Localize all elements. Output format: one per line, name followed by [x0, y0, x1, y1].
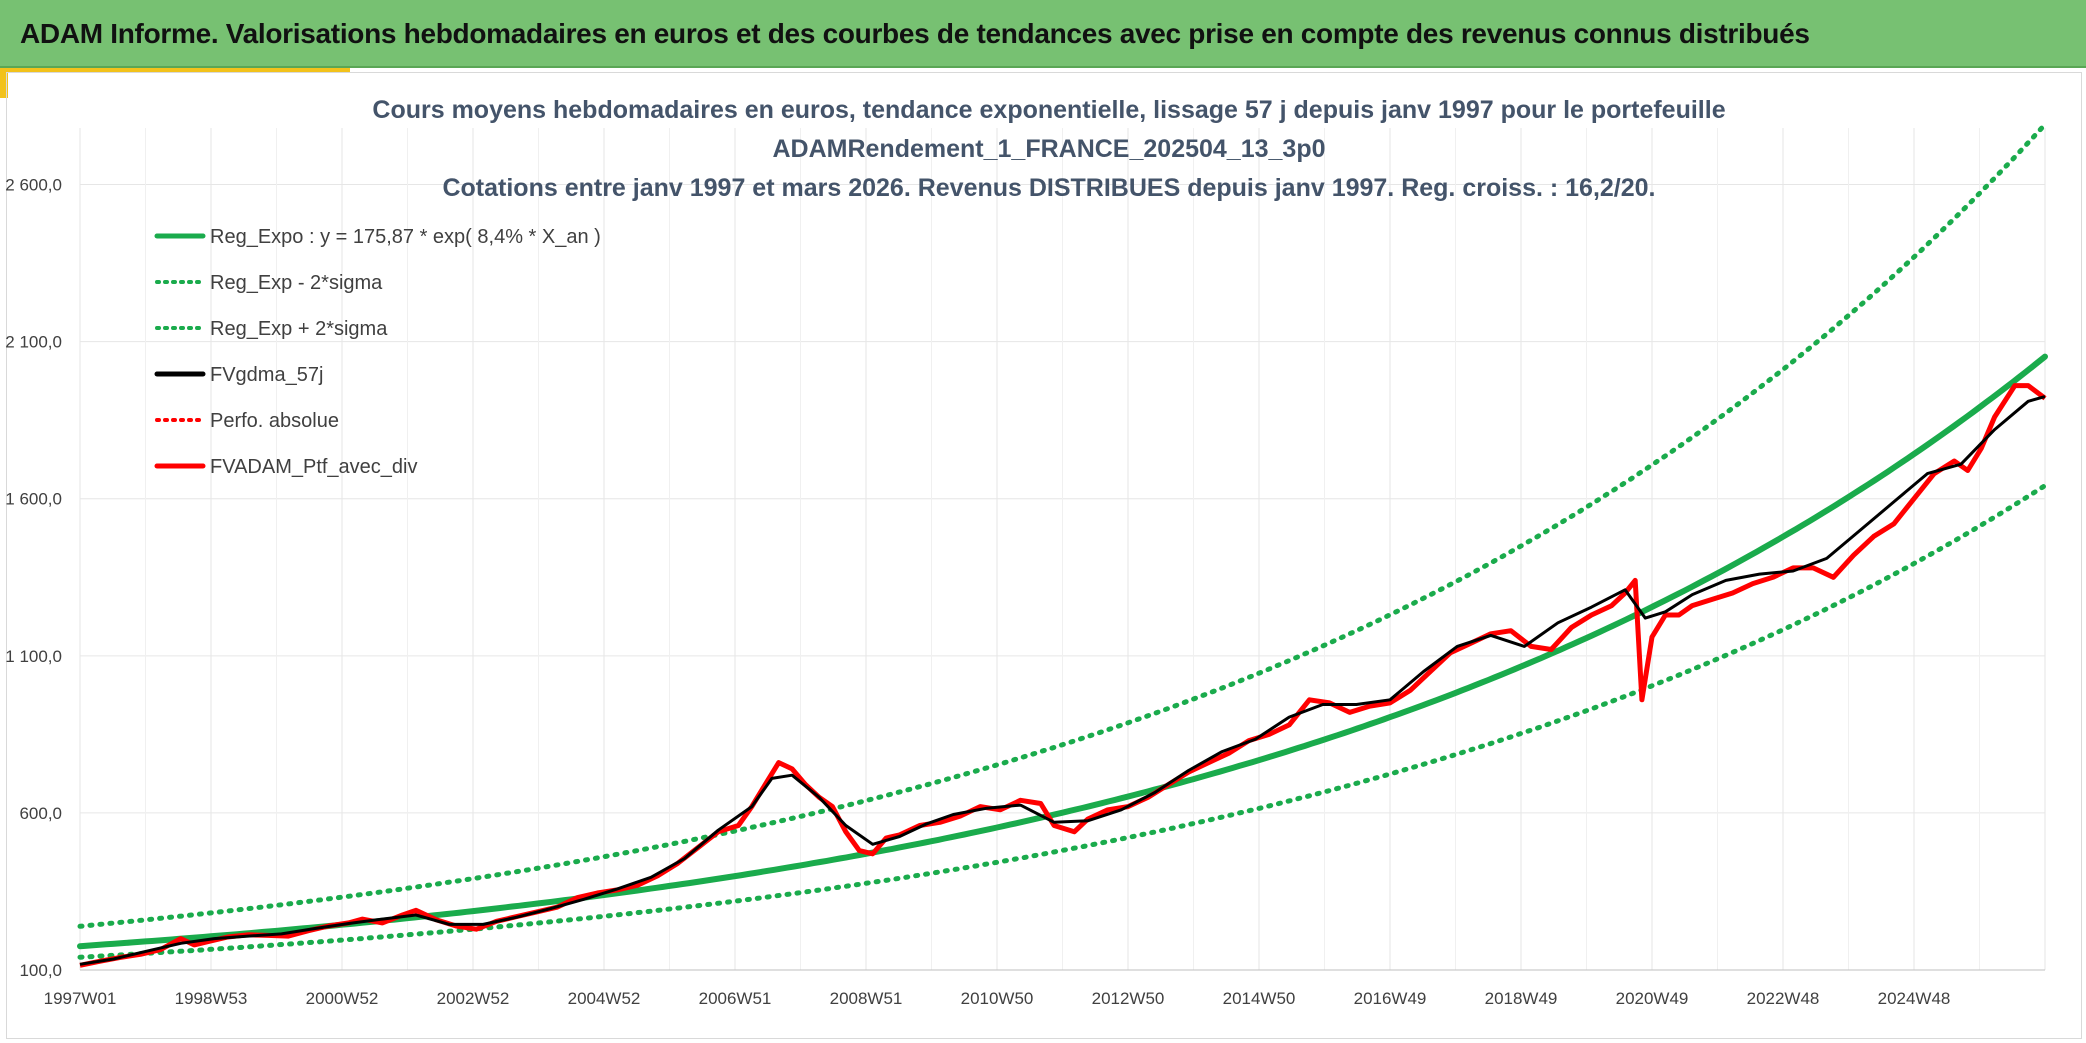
chart-frame	[6, 72, 2082, 1039]
x-tick-label: 2006W51	[699, 989, 772, 1008]
chart-title-line-3: Cotations entre janv 1997 et mars 2026. …	[442, 174, 1655, 202]
x-tick-label: 2014W50	[1223, 989, 1296, 1008]
fvadam-ptf-line	[79, 383, 2047, 968]
legend-label: Reg_Exp + 2*sigma	[210, 318, 388, 340]
y-tick-label: 2 100,0	[5, 333, 62, 352]
legend-label: Perfo. absolue	[210, 410, 339, 432]
x-tick-label: 2018W49	[1485, 989, 1558, 1008]
fvgdma-57j-line	[79, 395, 2046, 966]
x-tick-label: 2016W49	[1354, 989, 1427, 1008]
reg-minus-2sigma-line	[77, 483, 2048, 960]
grid-lines	[79, 128, 2046, 971]
series-lines	[77, 122, 2048, 968]
x-tick-label: 2012W50	[1092, 989, 1165, 1008]
x-tick-label: 2022W48	[1747, 989, 1820, 1008]
x-axis: 1997W01 1998W53 2000W52 2002W52 2004W52 2006W…	[44, 989, 1951, 1008]
reg-expo-line	[77, 353, 2048, 950]
y-axis: 100,0 600,0 1 100,0 1 600,0 2 100,0 2 600,0	[5, 176, 62, 980]
legend: Reg_Expo : y = 175,87 * exp( 8,4% * X_an…	[154, 226, 601, 478]
banner-title: ADAM Informe. Valorisations hebdomadaire…	[20, 18, 1810, 49]
x-tick-label: 1998W53	[175, 989, 248, 1008]
legend-label: FVgdma_57j	[210, 364, 323, 386]
legend-label: FVADAM_Ptf_avec_div	[210, 456, 418, 478]
x-tick-label: 2020W49	[1616, 989, 1689, 1008]
x-tick-label: 2002W52	[437, 989, 510, 1008]
legend-label: Reg_Expo : y = 175,87 * exp( 8,4% * X_an…	[210, 226, 601, 248]
x-tick-label: 2008W51	[830, 989, 903, 1008]
y-tick-label: 600,0	[19, 804, 62, 823]
y-tick-label: 1 100,0	[5, 647, 62, 666]
y-tick-label: 100,0	[19, 961, 62, 980]
chart-title-line-1: Cours moyens hebdomadaires en euros, ten…	[372, 96, 1725, 124]
x-tick-label: 2000W52	[306, 989, 379, 1008]
header-banner: ADAM Informe. Valorisations hebdomadaire…	[0, 0, 2086, 68]
accent-bar-left	[0, 68, 8, 98]
x-tick-label: 2010W50	[961, 989, 1034, 1008]
x-tick-label: 1997W01	[44, 989, 117, 1008]
x-tick-label: 2004W52	[568, 989, 641, 1008]
x-tick-label: 2024W48	[1878, 989, 1951, 1008]
legend-label: Reg_Exp - 2*sigma	[210, 272, 383, 294]
reg-plus-2sigma-line	[77, 122, 2048, 929]
y-tick-label: 2 600,0	[5, 176, 62, 195]
chart-title: Cours moyens hebdomadaires en euros, ten…	[372, 96, 1725, 202]
y-tick-label: 1 600,0	[5, 490, 62, 509]
chart-title-line-2: ADAMRendement_1_FRANCE_202504_13_3p0	[772, 135, 1325, 163]
accent-bar-top	[0, 68, 350, 73]
